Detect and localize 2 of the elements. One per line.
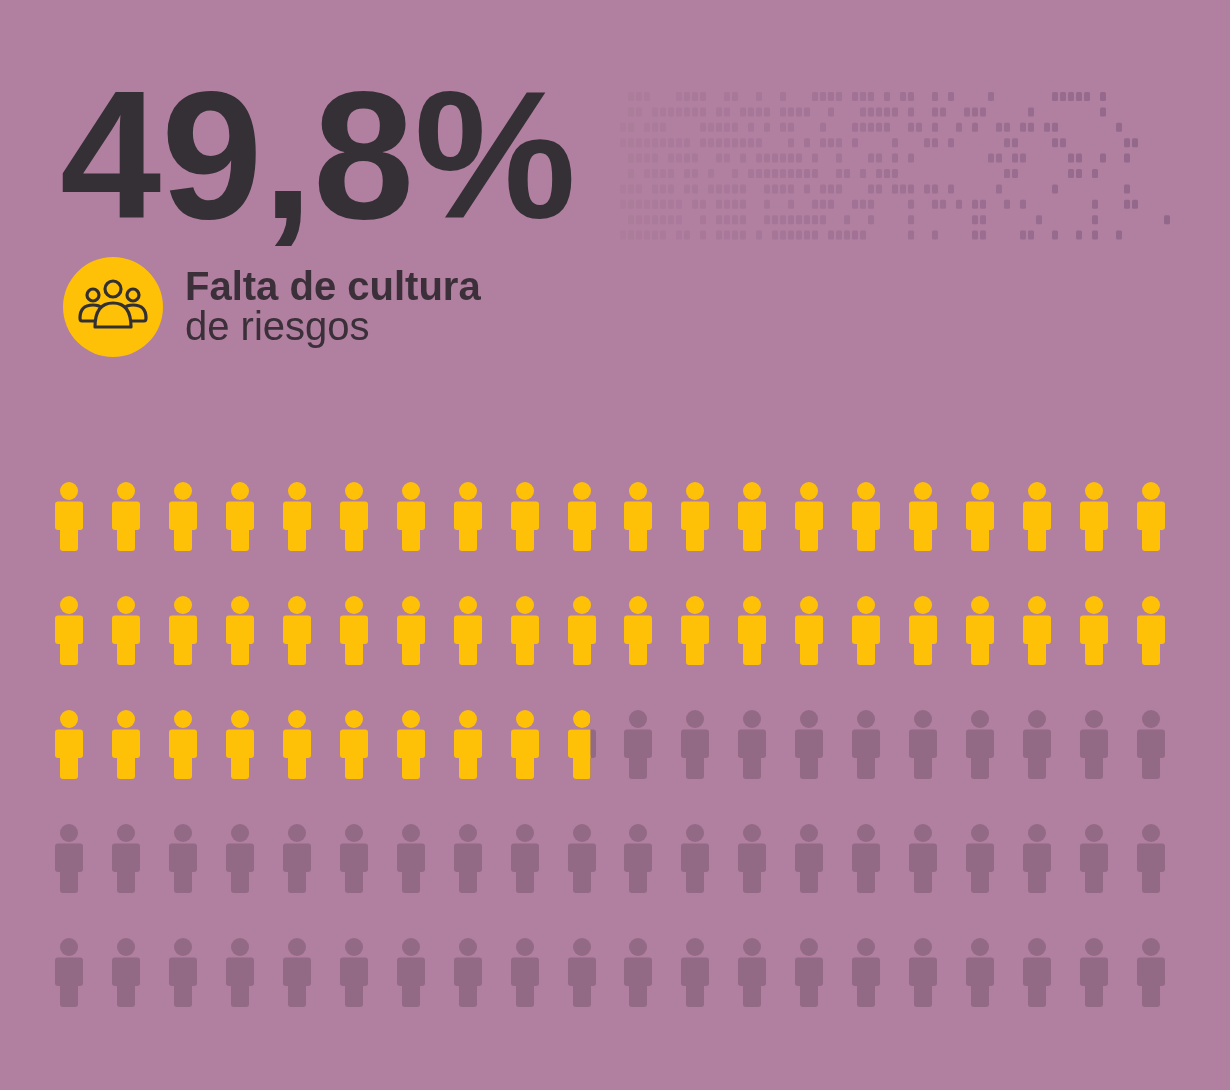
- category-label: Falta de cultura de riesgos: [185, 264, 481, 348]
- data-label: 49,8%: [60, 53, 577, 257]
